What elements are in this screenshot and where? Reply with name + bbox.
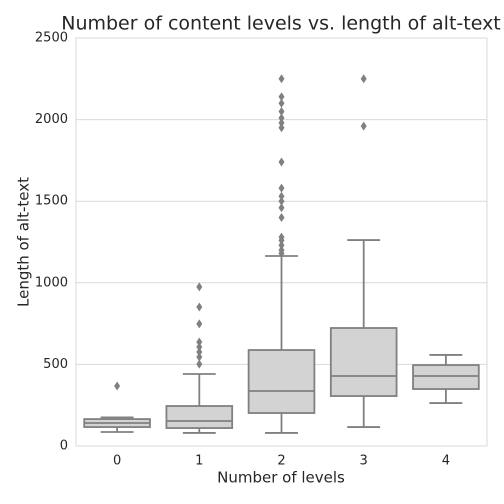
outlier xyxy=(360,74,367,84)
x-tick-label: 3 xyxy=(360,454,368,469)
outlier xyxy=(278,213,285,223)
outlier xyxy=(278,245,285,255)
outlier xyxy=(278,118,285,128)
outlier xyxy=(278,183,285,193)
outlier xyxy=(278,232,285,242)
box xyxy=(165,405,234,429)
plot-frame xyxy=(75,37,488,447)
box xyxy=(247,349,316,414)
outlier xyxy=(278,98,285,108)
y-tick-label: 2000 xyxy=(35,112,68,127)
box xyxy=(412,364,480,390)
outlier xyxy=(278,240,285,250)
outlier xyxy=(196,352,203,362)
x-tick-label: 1 xyxy=(195,454,203,469)
y-axis-label: Length of alt-text xyxy=(15,177,33,307)
outlier xyxy=(278,191,285,201)
outlier xyxy=(196,359,203,369)
chart-title: Number of content levels vs. length of a… xyxy=(61,13,501,35)
y-tick-label: 500 xyxy=(43,357,68,372)
x-tick-label: 0 xyxy=(113,454,121,469)
outlier xyxy=(114,381,121,391)
box xyxy=(329,327,398,397)
outlier xyxy=(196,319,203,329)
outlier xyxy=(196,342,203,352)
outlier xyxy=(278,196,285,206)
x-axis-label: Number of levels xyxy=(217,469,345,487)
outlier xyxy=(278,123,285,133)
outlier xyxy=(196,282,203,292)
outlier xyxy=(278,74,285,84)
x-tick-label: 2 xyxy=(277,454,285,469)
x-tick-label: 4 xyxy=(442,454,450,469)
outlier xyxy=(278,113,285,123)
outlier xyxy=(278,106,285,116)
outlier xyxy=(278,92,285,102)
y-tick-label: 1000 xyxy=(35,275,68,290)
outlier xyxy=(360,121,367,131)
outlier xyxy=(278,203,285,213)
outlier xyxy=(196,347,203,357)
y-tick-label: 1500 xyxy=(35,194,68,209)
y-tick-label: 0 xyxy=(60,439,68,454)
y-tick-label: 2500 xyxy=(35,31,68,46)
outlier xyxy=(278,157,285,167)
outlier xyxy=(196,337,203,347)
outlier xyxy=(196,302,203,312)
